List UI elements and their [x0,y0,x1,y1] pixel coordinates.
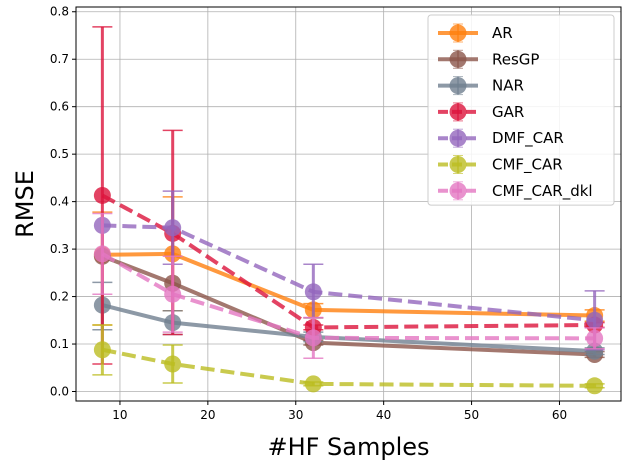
x-tick-label: 50 [464,408,479,422]
series-dmf-car [93,190,605,351]
y-tick-label: 0.4 [50,195,69,209]
data-point [586,329,604,347]
data-point [164,355,182,373]
legend-marker [449,129,467,147]
legend-label: GAR [492,103,524,121]
y-tick-label: 0.2 [50,290,69,304]
y-tick-label: 0.1 [50,337,69,351]
data-point [304,329,322,347]
series-ar [92,196,605,326]
data-point [304,375,322,393]
data-point [164,219,182,237]
legend: AR ResGP NAR GAR DMF_CAR CMF_CAR CMF_CAR_dkl [427,14,615,206]
series-line [102,223,595,323]
data-point [586,342,604,360]
data-point [93,186,111,204]
y-tick-label: 0.7 [50,52,69,66]
y-tick-label: 0.5 [50,147,69,161]
data-point [586,377,604,395]
ticks: 10 20 30 40 50 60 0.0 0.1 0.2 0.3 0.4 0.5 0.6 0.7 0.8 [50,5,567,422]
data-point [586,311,604,329]
legend-entry: AR [438,23,513,43]
legend-entry: CMF_CAR [438,155,563,175]
y-tick-label: 0.8 [50,5,69,19]
legend-marker [449,24,467,42]
data-point [93,341,111,359]
x-tick-label: 30 [288,408,303,422]
series-cmf-car [92,324,605,395]
series-line [101,254,595,357]
legend-label: CMF_CAR [492,156,563,175]
data-point [164,285,182,303]
legend-marker [449,156,467,173]
plot-frame [75,6,622,402]
series-line [101,252,595,341]
x-tick-label: 10 [112,408,127,422]
legend-label: ResGP [492,50,539,68]
y-tick-label: 0.0 [50,385,69,399]
legend-label: NAR [492,77,524,95]
series-line [101,193,595,330]
legend-marker [449,50,467,68]
series-line [101,347,595,388]
data-point [304,283,322,301]
legend-entry: CMF_CAR_dkl [438,181,593,201]
legend-entry: NAR [438,76,524,96]
data-point [93,245,111,263]
x-tick-label: 40 [376,408,391,422]
y-tick-label: 0.6 [50,100,69,114]
x-axis-label: #HF Samples [267,433,429,461]
x-tick-label: 60 [552,408,567,422]
legend-entry: DMF_CAR [438,128,564,148]
legend-entry: ResGP [438,49,539,69]
series-layer [92,26,605,395]
legend-entry: GAR [438,102,524,122]
legend-marker [449,103,467,121]
series-cmf-car-dkl [92,212,605,360]
x-tick-label: 20 [200,408,215,422]
legend-marker [449,77,467,95]
y-axis-label: RMSE [11,170,39,238]
y-tick-label: 0.3 [50,242,69,256]
legend-label: DMF_CAR [492,129,564,148]
legend-marker [449,182,467,200]
legend-label: CMF_CAR_dkl [492,182,593,201]
legend-label: AR [492,24,513,42]
series-line [101,303,595,354]
legend-box [427,14,615,206]
